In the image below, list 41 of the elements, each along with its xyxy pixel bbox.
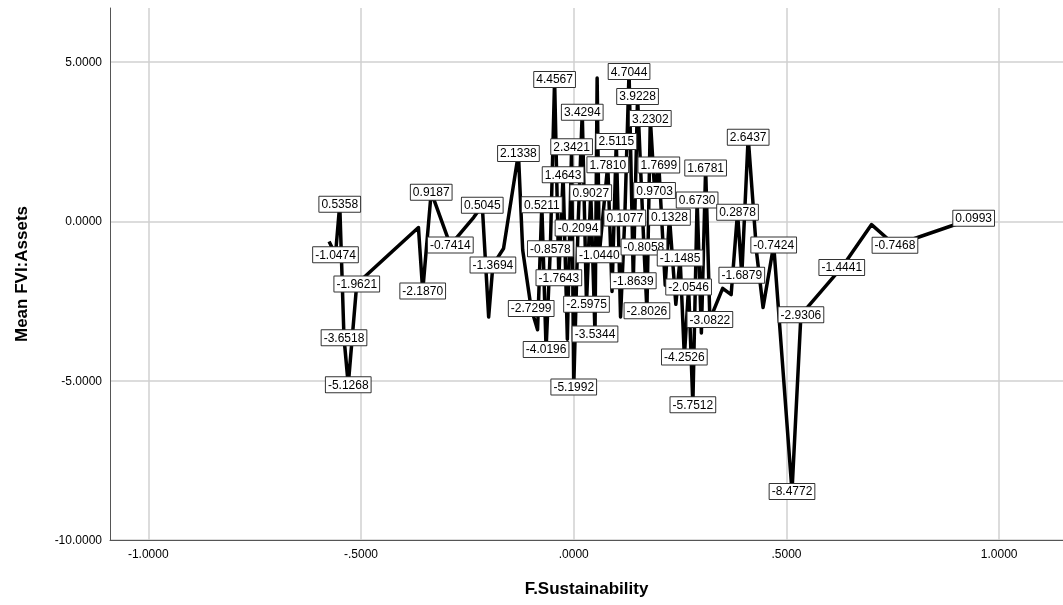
x-tick-label: 1.0000 <box>980 547 1018 561</box>
x-tick-label: .5000 <box>771 547 802 561</box>
data-label: -2.1870 <box>402 284 444 299</box>
data-label: -1.3694 <box>472 258 514 273</box>
data-label: -1.8639 <box>612 273 654 288</box>
data-label: -0.7414 <box>430 238 472 253</box>
data-label: -0.7424 <box>753 238 795 253</box>
data-label: -5.1268 <box>327 377 369 392</box>
data-label: -0.2094 <box>557 221 599 236</box>
x-tick-label: -.5000 <box>344 547 379 561</box>
data-label: -2.5975 <box>566 297 608 312</box>
data-label: -5.1992 <box>553 380 595 395</box>
y-tick-label: -5.0000 <box>61 373 103 388</box>
y-axis-title: Mean FVI:Assets <box>12 205 31 343</box>
data-label: -4.2526 <box>664 349 706 364</box>
data-label: -0.8578 <box>529 241 572 256</box>
data-label: -8.4772 <box>771 484 813 499</box>
data-label: -0.7468 <box>874 238 916 253</box>
data-label: -1.1485 <box>659 251 701 266</box>
data-label: -2.0546 <box>668 279 710 294</box>
y-tick-label: -10.0000 <box>54 533 103 547</box>
data-label: -3.6518 <box>323 330 365 345</box>
data-label: -5.7512 <box>672 397 714 412</box>
data-label: -2.9306 <box>780 307 822 322</box>
x-axis-title: F.Sustainability <box>524 579 649 598</box>
data-label: -2.7299 <box>510 301 552 316</box>
data-label: -3.0822 <box>689 312 731 327</box>
data-label: -2.8026 <box>626 303 668 318</box>
data-label: -4.0196 <box>525 342 567 357</box>
y-tick-label: 0.0000 <box>65 214 103 229</box>
x-tick-label: -1.0000 <box>127 547 169 561</box>
data-label: -1.4441 <box>821 260 863 275</box>
x-tick-label: .0000 <box>558 547 590 561</box>
data-label: -0.8058 <box>623 240 665 255</box>
data-label: -1.9621 <box>336 276 378 291</box>
data-label: -1.7643 <box>538 270 580 285</box>
data-label: -1.6879 <box>721 268 763 283</box>
data-label: -1.0440 <box>578 247 620 262</box>
y-tick-label: 5.0000 <box>65 55 103 70</box>
data-label: -1.0474 <box>315 247 357 262</box>
data-label: -3.5344 <box>574 327 616 342</box>
